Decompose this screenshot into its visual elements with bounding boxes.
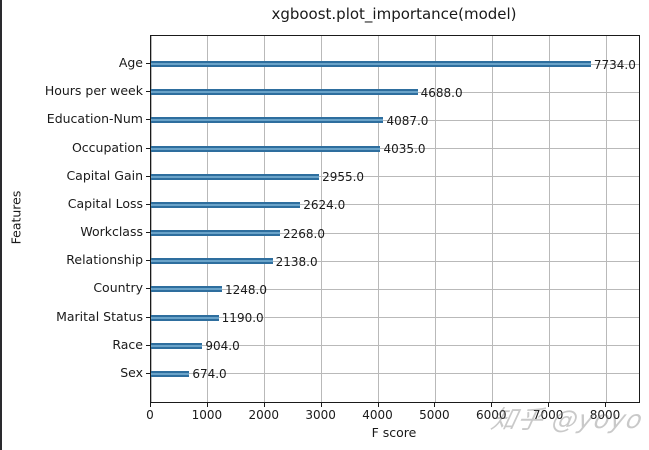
y-tick-label: Country — [93, 280, 143, 296]
x-axis-label: F score — [371, 425, 417, 440]
bar-value-label: 2138.0 — [275, 254, 318, 269]
x-tick-mark — [434, 403, 436, 407]
y-tick-mark — [146, 288, 150, 290]
y-tick-label: Age — [118, 55, 143, 71]
x-tick-label: 3000 — [305, 408, 336, 422]
gridline-vertical — [548, 36, 550, 402]
importance-bar — [151, 230, 280, 237]
importance-bar — [151, 314, 219, 321]
bar-value-label: 7734.0 — [593, 57, 636, 72]
y-tick-mark — [146, 91, 150, 93]
gridline-horizontal — [151, 176, 639, 178]
y-tick-mark — [146, 147, 150, 149]
y-tick-mark — [146, 372, 150, 374]
window-left-border — [0, 0, 2, 450]
gridline-vertical — [264, 36, 266, 402]
y-tick-mark — [146, 63, 150, 65]
x-tick-mark — [491, 403, 493, 407]
bar-value-label: 904.0 — [205, 339, 240, 354]
gridline-horizontal — [151, 204, 639, 206]
importance-bar — [151, 370, 190, 377]
importance-bar — [151, 286, 222, 293]
importance-bar — [151, 61, 591, 68]
bar-value-label: 2955.0 — [322, 170, 365, 185]
y-tick-label: Capital Loss — [67, 195, 143, 211]
importance-bar — [151, 342, 203, 349]
y-tick-mark — [146, 175, 150, 177]
bar-value-label: 4035.0 — [383, 142, 426, 157]
bar-value-label: 4087.0 — [386, 113, 429, 128]
x-tick-label: 6000 — [475, 408, 507, 422]
y-tick-mark — [146, 119, 150, 121]
y-tick-label: Hours per week — [44, 83, 143, 99]
gridline-vertical — [378, 36, 379, 402]
bar-value-label: 674.0 — [192, 367, 227, 382]
y-tick-label: Sex — [120, 364, 143, 380]
y-tick-label: Race — [112, 336, 143, 352]
y-tick-mark — [146, 316, 150, 318]
gridline-horizontal — [151, 260, 639, 262]
gridline-vertical — [605, 36, 607, 402]
y-tick-mark — [146, 260, 150, 262]
y-axis-label: Features — [8, 190, 24, 245]
gridline-horizontal — [151, 373, 639, 375]
bar-value-label: 2268.0 — [282, 226, 325, 241]
y-tick-label: Capital Gain — [66, 167, 143, 183]
x-tick-label: 7000 — [532, 408, 564, 422]
x-tick-label: 8000 — [589, 408, 621, 422]
y-tick-mark — [146, 232, 150, 234]
gridline-horizontal — [151, 317, 639, 319]
importance-bar — [151, 89, 418, 96]
chart-title: xgboost.plot_importance(model) — [271, 5, 517, 23]
y-tick-label: Education-Num — [46, 111, 143, 127]
x-tick-label: 0 — [146, 408, 154, 422]
x-tick-mark — [320, 403, 322, 407]
y-tick-label: Relationship — [66, 252, 143, 268]
y-tick-label: Occupation — [71, 139, 143, 155]
gridline-horizontal — [151, 288, 639, 290]
gridline-vertical — [491, 36, 493, 402]
importance-bar — [151, 117, 384, 124]
importance-bar — [151, 145, 381, 152]
x-tick-mark — [548, 403, 550, 407]
bar-value-label: 2624.0 — [303, 198, 346, 213]
bar-value-label: 1190.0 — [221, 311, 264, 326]
gridline-vertical — [207, 36, 209, 402]
y-tick-label: Workclass — [80, 224, 143, 240]
y-tick-mark — [146, 344, 150, 346]
importance-bar — [151, 173, 320, 180]
x-tick-label: 5000 — [419, 408, 450, 422]
x-tick-mark — [377, 403, 379, 407]
plot-area: 7734.0 4688.0 4087.0 4035.0 2955.0 2624.0 2268… — [150, 35, 640, 403]
bar-value-label: 4688.0 — [420, 85, 463, 100]
x-tick-label: 2000 — [248, 408, 280, 422]
gridline-horizontal — [151, 232, 639, 234]
x-tick-mark — [605, 403, 606, 407]
gridline-horizontal — [151, 345, 639, 347]
bar-value-label: 1248.0 — [224, 282, 267, 297]
gridline-horizontal — [151, 119, 639, 121]
gridline-vertical — [434, 36, 436, 402]
x-tick-label: 4000 — [362, 408, 393, 422]
y-tick-label: Marital Status — [56, 308, 143, 324]
gridline-horizontal — [151, 148, 639, 150]
importance-bar — [151, 201, 301, 208]
gridline-vertical — [150, 36, 152, 402]
x-tick-mark — [206, 403, 208, 407]
y-tick-mark — [146, 203, 150, 205]
gridline-vertical — [321, 36, 323, 402]
x-tick-label: 1000 — [191, 408, 223, 422]
x-tick-mark — [150, 403, 151, 407]
x-tick-mark — [263, 403, 265, 407]
importance-bar — [151, 258, 273, 265]
